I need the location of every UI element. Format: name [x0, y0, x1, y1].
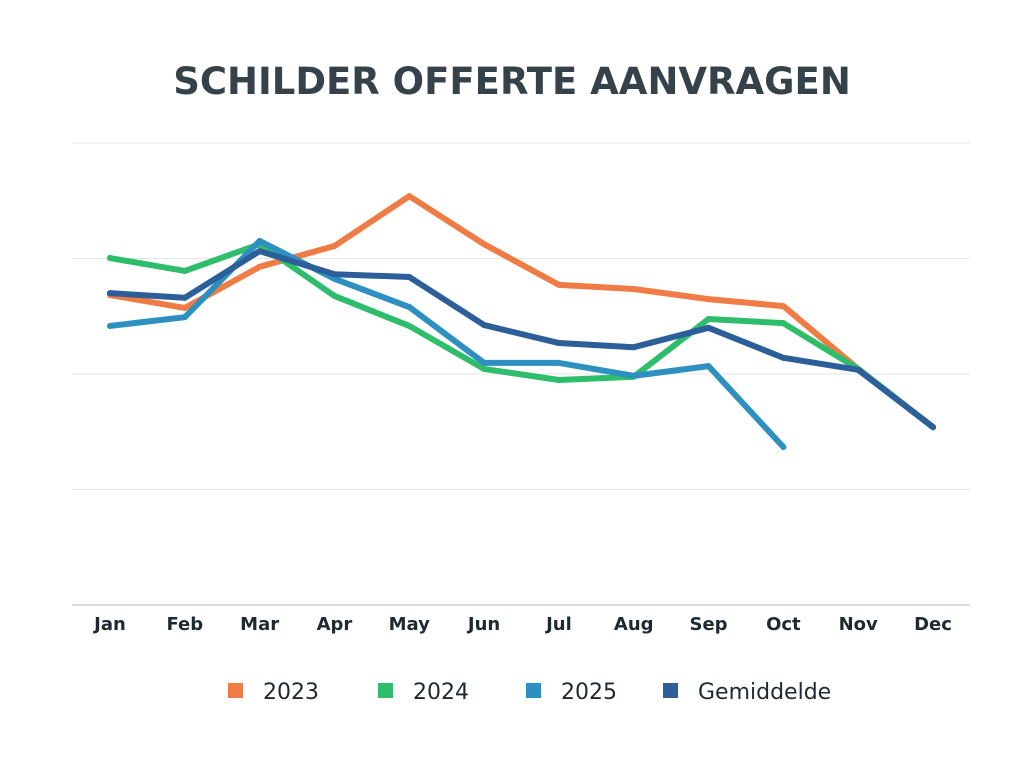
data-point	[406, 322, 413, 329]
data-point	[331, 243, 338, 250]
data-point	[107, 322, 113, 329]
data-point	[630, 285, 637, 292]
data-point	[780, 354, 787, 361]
data-point	[630, 344, 637, 351]
legend-swatch	[526, 683, 541, 698]
legend-label: Gemiddelde	[698, 680, 831, 705]
legend-item: 2025	[526, 680, 617, 705]
legend-item: 2023	[228, 680, 319, 705]
data-point	[481, 365, 488, 372]
x-tick-label: Mar	[240, 614, 279, 635]
x-tick-label: Sep	[690, 614, 728, 635]
x-tick-label: Jun	[466, 614, 500, 635]
series-line-gemiddelde	[107, 248, 936, 431]
data-point	[406, 193, 413, 200]
data-point	[181, 314, 188, 321]
data-point	[930, 424, 936, 431]
data-point	[705, 316, 712, 323]
x-tick-label: Dec	[914, 614, 952, 635]
data-point	[555, 340, 562, 347]
x-tick-label: Jan	[92, 614, 126, 635]
x-tick-label: Oct	[766, 614, 801, 635]
data-point	[780, 443, 787, 450]
data-point	[331, 275, 338, 282]
legend-swatch	[663, 683, 678, 698]
data-point	[331, 271, 338, 278]
legend-item: Gemiddelde	[663, 680, 831, 705]
data-point	[181, 294, 188, 301]
x-tick-label: Jul	[544, 614, 572, 635]
data-point	[331, 292, 338, 299]
data-point	[107, 255, 113, 262]
series-line-2024	[107, 241, 936, 431]
data-point	[481, 322, 488, 329]
data-point	[555, 359, 562, 366]
data-point	[107, 290, 113, 297]
data-point	[256, 237, 263, 244]
series-line-2025	[107, 237, 787, 450]
data-point	[780, 303, 787, 310]
data-point	[181, 267, 188, 274]
data-point	[705, 324, 712, 331]
legend-swatch	[228, 683, 243, 698]
data-point	[256, 248, 263, 255]
series-line-2023	[107, 193, 936, 431]
x-tick-label: Aug	[614, 614, 654, 635]
data-point	[555, 377, 562, 384]
data-point	[481, 359, 488, 366]
data-point	[406, 273, 413, 280]
data-point	[705, 363, 712, 370]
legend-label: 2023	[263, 680, 319, 705]
chart-title: SCHILDER OFFERTE AANVRAGEN	[173, 60, 851, 103]
x-tick-label: Nov	[839, 614, 878, 635]
legend-label: 2025	[561, 680, 617, 705]
data-point	[555, 281, 562, 288]
x-tick-label: Apr	[317, 614, 353, 635]
legend-swatch	[378, 683, 393, 698]
data-point	[780, 320, 787, 327]
data-point	[181, 304, 188, 311]
x-tick-label: May	[389, 614, 431, 635]
data-point	[705, 296, 712, 303]
legend-label: 2024	[413, 680, 469, 705]
data-point	[256, 263, 263, 270]
data-point	[481, 241, 488, 248]
data-point	[406, 304, 413, 311]
legend-item: 2024	[378, 680, 469, 705]
data-point	[855, 366, 862, 373]
data-point	[630, 372, 637, 379]
x-tick-label: Feb	[166, 614, 203, 635]
